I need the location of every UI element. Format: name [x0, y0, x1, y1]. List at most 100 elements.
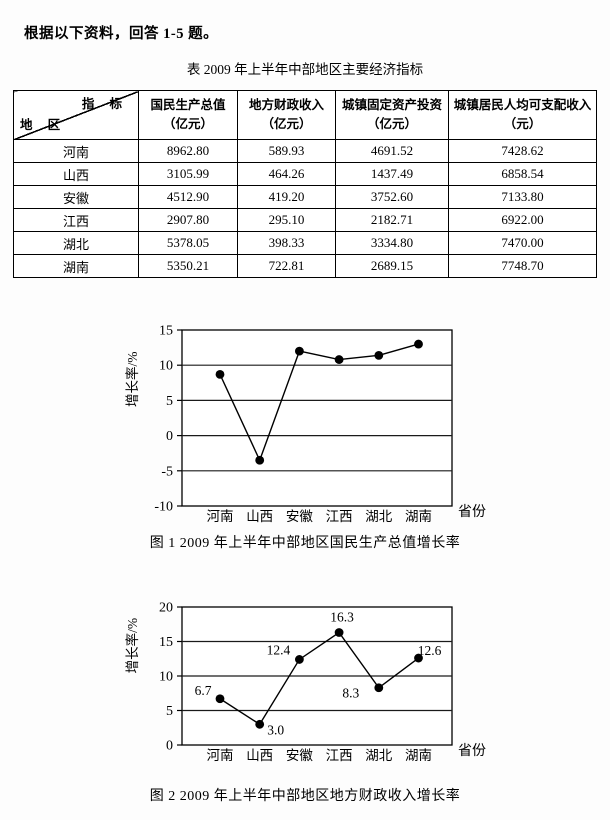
data-point-label: 8.3	[342, 686, 359, 701]
value-cell: 4691.52	[335, 139, 449, 163]
figure2-caption: 图 2 2009 年上半年中部地区地方财政收入增长率	[149, 789, 461, 804]
data-point-marker	[295, 655, 304, 664]
data-point-label: 6.7	[195, 683, 212, 698]
x-axis-title: 省份	[458, 504, 486, 520]
column-header-gdp: 国民生产总值 （亿元）	[138, 90, 238, 140]
economic-indicators-table: 指 标 地 区 国民生产总值 （亿元） 地方财政收入 （亿元） 城镇固定资产投资…	[13, 90, 597, 278]
value-cell: 419.20	[237, 185, 336, 209]
data-point-label: 12.4	[267, 642, 291, 657]
value-cell: 2689.15	[335, 254, 449, 278]
x-category-label: 河南	[207, 509, 234, 524]
value-cell: 3105.99	[138, 162, 238, 186]
data-point-label: 12.6	[418, 643, 442, 658]
value-cell: 295.10	[237, 208, 336, 232]
corner-top-label: 指 标	[81, 97, 128, 111]
value-cell: 3752.60	[335, 185, 449, 209]
data-point-marker	[374, 350, 384, 360]
value-cell: 7133.80	[448, 185, 597, 209]
data-point-marker	[215, 694, 225, 704]
table-row: 安徽 4512.90 419.20 3752.60 7133.80	[13, 185, 597, 209]
column-header-line1: 城镇固定资产投资	[341, 97, 442, 112]
data-point-marker	[374, 683, 384, 693]
table-header-row: 指 标 地 区 国民生产总值 （亿元） 地方财政收入 （亿元） 城镇固定资产投资…	[13, 90, 597, 140]
value-cell: 7470.00	[448, 231, 597, 255]
data-point-marker	[215, 369, 225, 379]
region-cell: 安徽	[13, 185, 139, 209]
y-tick-label: 0	[166, 739, 173, 754]
x-category-label: 安徽	[286, 509, 313, 524]
value-cell: 5350.21	[138, 254, 238, 278]
table-row: 江西 2907.80 295.10 2182.71 6922.00	[13, 208, 597, 232]
x-category-label: 湖南	[405, 509, 432, 524]
table-row: 山西 3105.99 464.26 1437.49 6858.54	[13, 162, 597, 186]
value-cell: 7748.70	[448, 254, 597, 278]
value-cell: 589.93	[237, 139, 336, 163]
plot-border	[181, 329, 453, 507]
y-tick-label: 15	[159, 635, 173, 650]
data-point-marker	[334, 355, 344, 364]
y-tick-label: 10	[159, 670, 173, 685]
value-cell: 2907.80	[138, 208, 238, 232]
instructions-heading: 根据以下资料，回答 1-5 题。	[24, 26, 219, 42]
value-cell: 4512.90	[138, 185, 238, 209]
column-header-line1: 国民生产总值	[150, 97, 226, 112]
figure1-caption: 图 1 2009 年上半年中部地区国民生产总值增长率	[149, 536, 461, 551]
column-header-line2: （元）	[503, 117, 542, 131]
y-axis-title: 增长率/%	[124, 618, 140, 674]
y-tick-label: 20	[159, 601, 173, 616]
region-cell: 河南	[13, 139, 139, 163]
table-corner-cell: 指 标 地 区	[13, 90, 139, 140]
data-point-marker	[255, 455, 265, 465]
value-cell: 1437.49	[335, 162, 449, 186]
value-cell: 6858.54	[448, 162, 597, 186]
corner-bottom-label: 地 区	[20, 117, 67, 132]
table-row: 湖北 5378.05 398.33 3334.80 7470.00	[13, 231, 597, 255]
data-line	[219, 343, 419, 463]
value-cell: 8962.80	[138, 139, 238, 163]
gdp-growth-line-chart: 15 10 5 0 -5 -10 河南 山西 安徽 江西 湖北 湖南 省份 增长率/%	[124, 324, 486, 525]
x-category-label: 江西	[326, 748, 353, 763]
x-category-label: 湖南	[405, 748, 432, 763]
column-header-line2: （亿元）	[261, 117, 312, 131]
region-cell: 湖南	[13, 254, 139, 278]
value-cell: 2182.71	[335, 208, 449, 232]
x-category-label: 湖北	[365, 748, 392, 763]
value-cell: 5378.05	[138, 231, 238, 255]
data-point-marker	[295, 346, 304, 356]
table-row: 湖南 5350.21 722.81 2689.15 7748.70	[13, 254, 597, 278]
data-point-label: 16.3	[330, 610, 354, 625]
x-category-label: 安徽	[286, 748, 313, 763]
column-header-line1: 地方财政收入	[248, 97, 324, 112]
fiscal-revenue-growth-line-chart: 20 15 10 5 0 6.7 3.0 12.4 16.3 8.3 12.6 河南 山西 安徽 江西 湖北湖…	[124, 601, 486, 764]
y-tick-label: 5	[166, 704, 173, 719]
x-category-label: 江西	[326, 509, 353, 524]
y-tick-label: -5	[161, 464, 173, 479]
value-cell: 3334.80	[335, 231, 449, 255]
x-category-label: 湖北	[365, 509, 392, 524]
column-header-line2: （亿元）	[366, 117, 417, 131]
table-row: 河南 8962.80 589.93 4691.52 7428.62	[13, 139, 597, 163]
y-tick-label: 10	[159, 359, 173, 374]
table-title: 表 2009 年上半年中部地区主要经济指标	[186, 62, 424, 77]
x-category-label: 山西	[246, 509, 273, 524]
y-tick-label: 5	[166, 394, 173, 409]
y-tick-label: 0	[166, 429, 173, 444]
data-line	[219, 631, 419, 726]
region-cell: 湖北	[13, 231, 139, 255]
value-cell: 6922.00	[448, 208, 597, 232]
y-axis-title: 增长率/%	[124, 352, 140, 408]
y-tick-label: -10	[154, 500, 173, 515]
x-category-label: 山西	[246, 748, 273, 763]
value-cell: 722.81	[237, 254, 336, 278]
data-point-marker	[334, 628, 344, 637]
value-cell: 7428.62	[448, 139, 597, 163]
data-point-label: 3.0	[267, 722, 284, 737]
column-header-fixed-investment: 城镇固定资产投资 （亿元）	[335, 90, 449, 140]
x-category-label: 河南	[207, 748, 234, 763]
region-cell: 江西	[13, 208, 139, 232]
column-header-fiscal-revenue: 地方财政收入 （亿元）	[237, 90, 336, 140]
data-point-marker	[414, 653, 423, 663]
y-tick-label: 15	[159, 324, 173, 339]
value-cell: 464.26	[237, 162, 336, 186]
